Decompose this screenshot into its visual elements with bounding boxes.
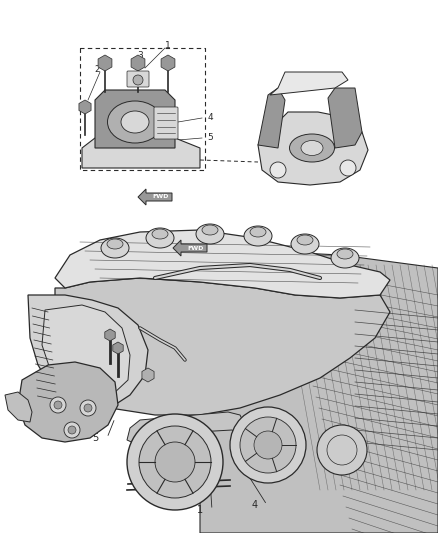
FancyBboxPatch shape <box>127 71 149 87</box>
Circle shape <box>68 426 76 434</box>
Circle shape <box>80 400 96 416</box>
Text: FWD: FWD <box>153 195 169 199</box>
Text: 2: 2 <box>94 64 100 74</box>
Polygon shape <box>95 90 175 148</box>
Ellipse shape <box>202 225 218 235</box>
Circle shape <box>84 404 92 412</box>
Text: 1: 1 <box>165 41 171 50</box>
FancyBboxPatch shape <box>154 107 178 139</box>
Ellipse shape <box>244 226 272 246</box>
Circle shape <box>317 425 367 475</box>
Circle shape <box>54 401 62 409</box>
Ellipse shape <box>290 134 335 162</box>
Circle shape <box>340 160 356 176</box>
Text: 5: 5 <box>92 433 98 443</box>
Ellipse shape <box>250 227 266 237</box>
Circle shape <box>127 414 223 510</box>
Ellipse shape <box>146 228 174 248</box>
Text: 5: 5 <box>207 133 213 142</box>
Ellipse shape <box>101 238 129 258</box>
Text: 7: 7 <box>87 395 93 405</box>
Text: 2: 2 <box>157 493 163 503</box>
Ellipse shape <box>297 235 313 245</box>
Ellipse shape <box>301 141 323 156</box>
Polygon shape <box>270 72 348 95</box>
Text: 4: 4 <box>207 114 213 123</box>
Polygon shape <box>258 88 285 148</box>
Polygon shape <box>200 250 438 533</box>
Polygon shape <box>82 138 200 168</box>
Ellipse shape <box>196 224 224 244</box>
Ellipse shape <box>331 248 359 268</box>
Text: 6: 6 <box>57 375 63 385</box>
Polygon shape <box>55 230 390 298</box>
Text: FWD: FWD <box>188 246 204 251</box>
Circle shape <box>230 407 306 483</box>
Circle shape <box>240 417 296 473</box>
Text: 1: 1 <box>197 505 203 515</box>
Polygon shape <box>258 112 368 185</box>
Ellipse shape <box>107 101 162 143</box>
Polygon shape <box>42 305 130 400</box>
Text: 3: 3 <box>137 51 143 60</box>
Ellipse shape <box>121 111 149 133</box>
Circle shape <box>50 397 66 413</box>
Polygon shape <box>173 240 207 256</box>
Polygon shape <box>5 392 32 422</box>
Text: 4: 4 <box>252 500 258 510</box>
Polygon shape <box>28 295 148 415</box>
Polygon shape <box>18 362 118 442</box>
Circle shape <box>254 431 282 459</box>
Polygon shape <box>328 88 362 148</box>
Circle shape <box>133 75 143 85</box>
Polygon shape <box>55 278 390 415</box>
Polygon shape <box>138 189 172 205</box>
Ellipse shape <box>107 239 123 249</box>
Circle shape <box>155 442 195 482</box>
Polygon shape <box>127 412 245 445</box>
Ellipse shape <box>291 234 319 254</box>
Circle shape <box>64 422 80 438</box>
Ellipse shape <box>152 229 168 239</box>
Circle shape <box>139 426 211 498</box>
Ellipse shape <box>337 249 353 259</box>
Circle shape <box>270 162 286 178</box>
